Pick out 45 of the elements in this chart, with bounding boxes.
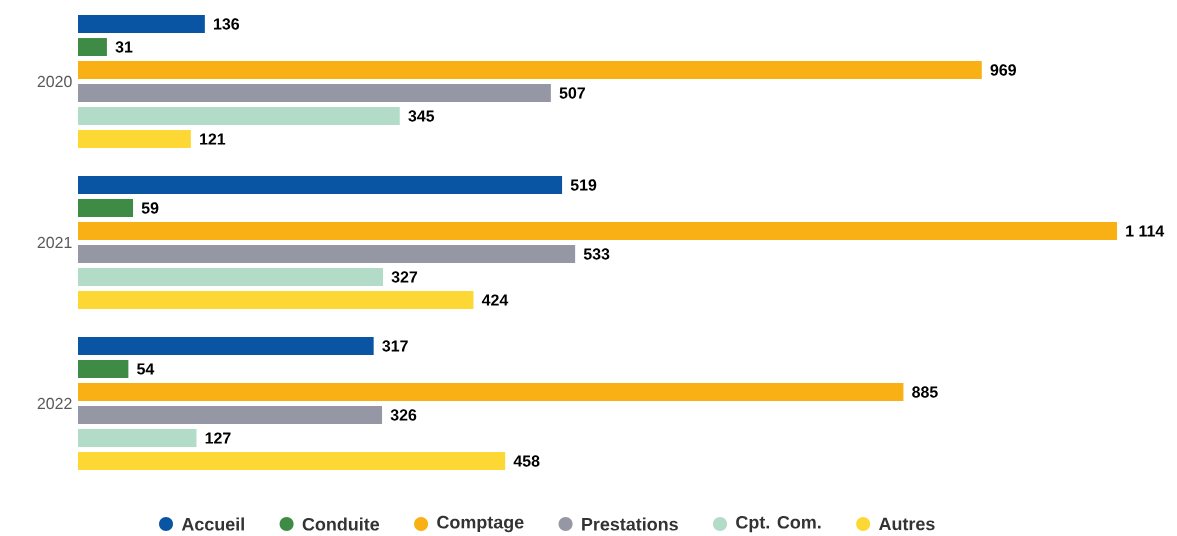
bar: [78, 337, 374, 355]
bar: [78, 245, 576, 263]
legend-label: Comptage: [437, 515, 524, 533]
legend-label: Autres: [879, 517, 935, 531]
bar: [78, 176, 563, 194]
data-label: 885: [912, 386, 938, 398]
y-tick-label: 2021: [37, 236, 72, 249]
y-tick-label: 2020: [37, 75, 72, 88]
data-label: 317: [382, 340, 408, 352]
data-label: 345: [408, 110, 435, 122]
data-label: 519: [570, 179, 597, 191]
data-label: 969: [990, 64, 1016, 76]
legend-label: Conduite: [302, 517, 380, 531]
data-label: 1 114: [1126, 225, 1165, 237]
data-label: 326: [390, 409, 417, 421]
bar: [78, 268, 383, 286]
bar: [78, 452, 506, 470]
bar: [78, 406, 383, 424]
data-label: 121: [200, 133, 226, 145]
data-label: 59: [141, 202, 159, 214]
data-label: 507: [559, 87, 585, 99]
data-label: 127: [205, 432, 231, 444]
legend-label: Accueil: [181, 517, 244, 531]
bar: [78, 199, 134, 217]
data-label: 533: [583, 248, 610, 260]
bar: [78, 15, 205, 33]
y-tick-label: 2022: [37, 397, 72, 410]
bar: [78, 84, 551, 102]
data-label: 31: [115, 41, 133, 53]
data-label: 458: [513, 455, 540, 467]
bar: [78, 291, 474, 309]
bar: [78, 383, 904, 401]
data-label: 327: [391, 271, 418, 283]
bar: [78, 38, 107, 56]
data-label: 136: [214, 18, 240, 30]
data-label: 424: [481, 294, 509, 306]
bar: [78, 222, 1118, 240]
bar: [78, 61, 982, 79]
bar: [78, 130, 191, 148]
legend-label: Cpt. Com.: [736, 515, 821, 533]
bar: [78, 429, 197, 447]
bar: [78, 360, 129, 378]
bar: [78, 107, 400, 125]
data-label: 54: [137, 363, 155, 375]
legend-label: Prestations: [582, 517, 678, 531]
